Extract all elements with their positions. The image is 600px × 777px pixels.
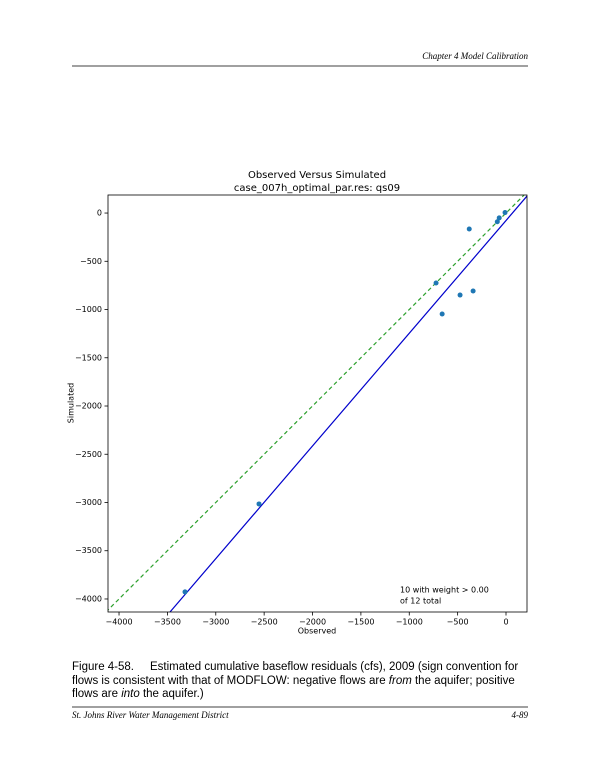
y-tick-label: −1500	[75, 353, 102, 362]
header-title: Chapter 4 Model Calibration	[422, 51, 528, 61]
point	[433, 280, 439, 286]
point	[494, 219, 500, 225]
y-tick-label: 0	[97, 209, 102, 218]
x-tick-label: −4000	[105, 618, 132, 627]
y-tick-label: −2500	[75, 450, 102, 459]
chart-title: Observed Versus Simulated	[248, 170, 386, 181]
point	[256, 501, 262, 507]
y-tick-label: −500	[80, 257, 102, 266]
caption-label: Figure 4-58.	[72, 661, 135, 673]
caption-emphasis: from	[388, 674, 412, 687]
annotation: of 12 total	[400, 597, 441, 606]
point	[470, 288, 476, 294]
point	[502, 210, 508, 216]
annotation: 10 with weight > 0.00	[400, 586, 489, 595]
footer-right: 4-89	[512, 710, 529, 720]
x-tick-label: −3000	[202, 618, 229, 627]
caption-emphasis: into	[121, 688, 140, 700]
caption-text: Estimated cumulative baseflow residuals …	[72, 661, 519, 687]
point	[439, 311, 445, 317]
caption-text: the aquifer.)	[139, 688, 204, 700]
plot-frame	[107, 194, 528, 613]
caption: Figure 4-58. Estimated cumulative basefl…	[72, 661, 534, 702]
x-tick-label: −1500	[347, 618, 374, 627]
x-axis-label: Observed	[298, 627, 337, 636]
point	[466, 226, 472, 232]
y-tick-label: −4000	[75, 594, 102, 603]
caption-text: the aquifer; positive flows are	[72, 674, 515, 701]
y-axis-label: Simulated	[67, 383, 76, 423]
y-tick-label: −1000	[75, 305, 102, 314]
point	[182, 589, 188, 595]
x-tick-label: −2000	[299, 618, 326, 627]
x-tick-label: −2500	[251, 618, 278, 627]
reference-line	[169, 195, 527, 612]
reference-line	[108, 195, 525, 611]
x-tick-label: −3500	[154, 618, 181, 627]
y-tick-label: −2000	[75, 402, 102, 411]
point	[457, 292, 463, 298]
x-tick-label: −500	[447, 618, 469, 627]
point	[496, 215, 502, 221]
x-tick-label: −1000	[396, 618, 423, 627]
footer-left: St. Johns River Water Management Distric…	[72, 710, 229, 720]
y-tick-label: −3500	[75, 546, 102, 555]
chart-subtitle: case_007h_optimal_par.res: qs09	[234, 183, 400, 194]
x-tick-label: 0	[503, 618, 508, 627]
y-tick-label: −3000	[75, 498, 102, 507]
